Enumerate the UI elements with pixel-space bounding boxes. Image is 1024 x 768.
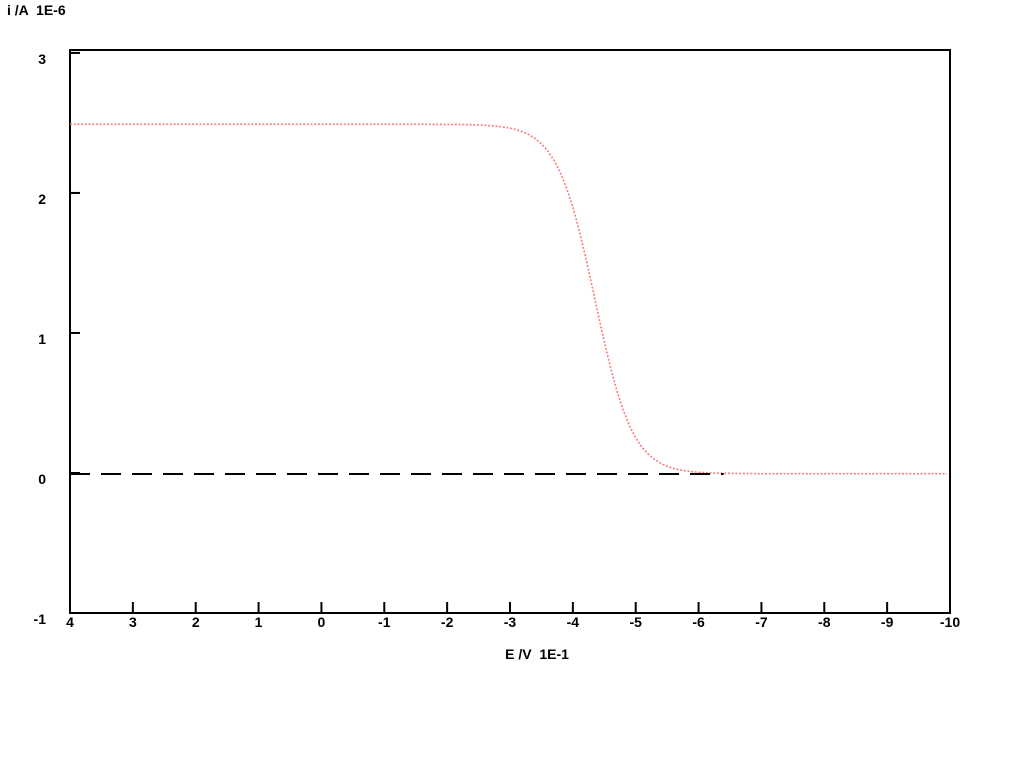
y-tick-label: 2: [38, 191, 46, 207]
x-tick-label: -10: [940, 614, 960, 630]
x-tick-label: -9: [881, 614, 894, 630]
y-tick-label: 1: [38, 331, 46, 347]
y-tick-label: -1: [34, 611, 47, 627]
y-tick-label: 3: [38, 51, 46, 67]
y-tick-label: 0: [38, 471, 46, 487]
x-tick-label: -7: [755, 614, 768, 630]
x-tick-label: 1: [255, 614, 263, 630]
x-tick-label: 3: [129, 614, 137, 630]
x-tick-label: -2: [441, 614, 454, 630]
plot-frame: [69, 49, 951, 614]
x-tick-label: 0: [318, 614, 326, 630]
y-axis-title: i /A 1E-6: [7, 2, 66, 18]
x-tick-label: 2: [192, 614, 200, 630]
x-tick-label: -3: [504, 614, 517, 630]
x-tick-label: -5: [629, 614, 642, 630]
x-tick-label: -6: [692, 614, 705, 630]
series-simulated-current-wave: [70, 123, 947, 475]
x-tick-label: -8: [818, 614, 831, 630]
x-axis-title: E /V 1E-1: [505, 646, 569, 662]
x-tick-label: 4: [66, 614, 74, 630]
x-tick-label: -1: [378, 614, 391, 630]
x-tick-label: -4: [567, 614, 580, 630]
